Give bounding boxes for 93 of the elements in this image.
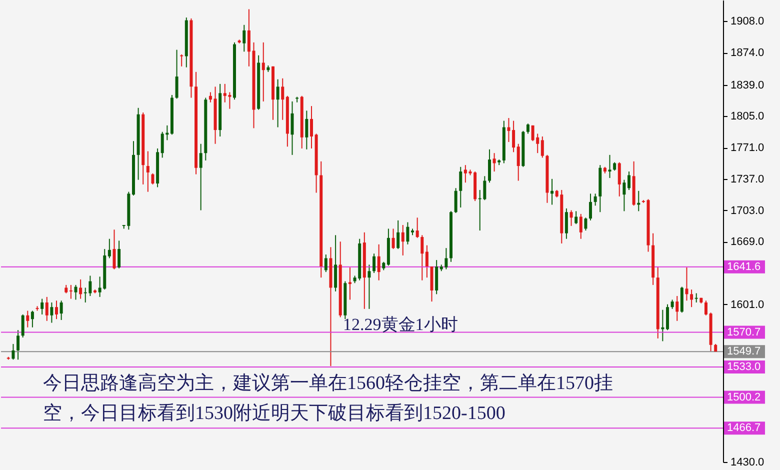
candlestick bbox=[334, 234, 338, 292]
candlestick bbox=[564, 208, 568, 240]
candlestick bbox=[507, 118, 510, 143]
candlestick bbox=[685, 266, 688, 302]
candlestick bbox=[180, 54, 184, 67]
candlestick bbox=[416, 217, 419, 238]
candlestick bbox=[262, 42, 265, 102]
candlestick bbox=[45, 296, 48, 322]
candlestick bbox=[55, 300, 58, 320]
candlestick bbox=[459, 166, 462, 208]
candlestick bbox=[26, 310, 30, 328]
candlestick bbox=[540, 136, 544, 158]
y-tick-label: 1737.0 bbox=[730, 173, 764, 186]
y-tick-label: 1601.0 bbox=[730, 298, 764, 311]
candlestick bbox=[401, 224, 404, 256]
annotation: 空，今日目标看到1530附近明天下破目标看到1520-1500 bbox=[43, 402, 506, 424]
candlestick bbox=[516, 143, 520, 182]
candlestick bbox=[21, 314, 24, 338]
candlestick bbox=[151, 172, 154, 185]
candlestick bbox=[108, 238, 111, 259]
candlestick bbox=[680, 286, 684, 314]
ref-line-label: 1500.2 bbox=[727, 391, 761, 404]
candlestick bbox=[60, 300, 63, 320]
candlestick bbox=[425, 244, 428, 278]
candlestick bbox=[392, 228, 395, 250]
candlestick bbox=[118, 240, 121, 269]
y-tick-label: 1771.0 bbox=[730, 142, 764, 154]
candlestick bbox=[550, 178, 554, 206]
candlestick bbox=[454, 188, 458, 214]
y-tick-label: 1669.0 bbox=[730, 236, 764, 248]
candlestick bbox=[589, 193, 592, 221]
candlestick bbox=[420, 234, 424, 281]
candlestick bbox=[584, 217, 588, 232]
candlestick bbox=[12, 343, 15, 360]
candlestick bbox=[290, 100, 294, 156]
ref-line-label: 1533.0 bbox=[727, 361, 761, 374]
y-tick-label: 1430.0 bbox=[730, 456, 764, 468]
candlestick bbox=[276, 78, 280, 128]
candlestick bbox=[492, 152, 496, 172]
candlestick bbox=[608, 154, 612, 178]
annotation: 12.29黄金1小时 bbox=[343, 315, 458, 334]
candlestick bbox=[112, 229, 116, 270]
candlestick bbox=[666, 304, 669, 331]
candlestick bbox=[281, 78, 284, 120]
candlestick bbox=[430, 266, 434, 302]
y-tick-label: 1908.0 bbox=[730, 16, 764, 28]
y-tick-label: 1805.0 bbox=[730, 110, 764, 123]
candlestick bbox=[74, 284, 78, 300]
candlestick bbox=[594, 193, 597, 206]
candlestick bbox=[305, 110, 308, 150]
candlestick bbox=[676, 296, 679, 322]
candlestick bbox=[574, 210, 578, 225]
candlestick bbox=[50, 302, 54, 324]
candlestick bbox=[704, 300, 708, 316]
candlestick bbox=[208, 92, 212, 103]
candlestick bbox=[628, 171, 630, 190]
ref-line-label: 1570.7 bbox=[727, 326, 761, 338]
candlestick bbox=[146, 150, 150, 192]
candlestick bbox=[435, 260, 438, 295]
candlestick bbox=[247, 8, 250, 67]
ref-line-label: 1466.7 bbox=[727, 422, 761, 434]
candlestick bbox=[488, 148, 491, 184]
candlestick bbox=[526, 123, 530, 134]
candlestick bbox=[512, 120, 516, 153]
annotation: 今日思路逢高空为主，建议第一单在1560轻仓挂空，第二单在1570挂 bbox=[43, 372, 613, 394]
y-tick-label: 1839.0 bbox=[730, 79, 764, 92]
candlestick bbox=[618, 162, 621, 197]
candlestick bbox=[670, 299, 674, 310]
candlestick bbox=[69, 284, 72, 300]
candlestick bbox=[324, 254, 328, 273]
candlestick bbox=[79, 278, 82, 300]
candlestick bbox=[368, 264, 371, 310]
candlestick bbox=[348, 266, 352, 300]
candlestick bbox=[622, 179, 626, 212]
ref-line-label: 1549.7 bbox=[727, 346, 761, 358]
candlestick bbox=[30, 310, 34, 328]
candlestick bbox=[396, 220, 400, 250]
candlestick bbox=[690, 289, 694, 308]
y-tick-label: 1874.0 bbox=[730, 47, 764, 60]
candlestick bbox=[199, 143, 202, 211]
candlestick bbox=[579, 213, 582, 240]
candlestick bbox=[242, 24, 246, 52]
candlestick bbox=[16, 330, 20, 360]
ref-line-label: 1641.6 bbox=[727, 260, 761, 273]
candlestick bbox=[310, 106, 313, 149]
y-tick-label: 1703.0 bbox=[730, 204, 764, 217]
candlestick bbox=[694, 292, 698, 303]
candlestick bbox=[372, 253, 376, 274]
candlestick bbox=[377, 244, 380, 281]
candlestick bbox=[406, 222, 410, 245]
candlestick bbox=[570, 210, 573, 226]
candlestick bbox=[175, 49, 178, 100]
candlestick bbox=[40, 298, 44, 315]
